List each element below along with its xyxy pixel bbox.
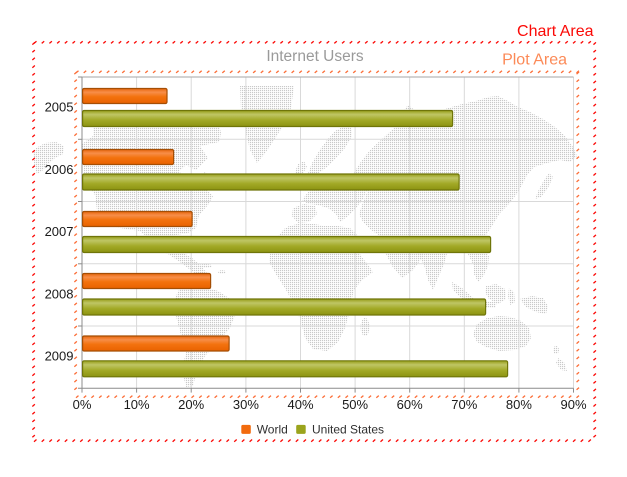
svg-text:90%: 90% [560, 397, 586, 412]
svg-text:2006: 2006 [45, 162, 74, 177]
svg-text:60%: 60% [397, 397, 423, 412]
svg-text:Internet Users: Internet Users [266, 48, 364, 65]
svg-text:2009: 2009 [45, 349, 74, 364]
svg-text:2005: 2005 [45, 100, 74, 115]
svg-text:20%: 20% [178, 397, 204, 412]
svg-text:30%: 30% [233, 397, 259, 412]
svg-text:World: World [257, 422, 288, 436]
svg-text:40%: 40% [287, 397, 313, 412]
svg-text:2007: 2007 [45, 224, 74, 239]
svg-text:80%: 80% [506, 397, 532, 412]
svg-text:2008: 2008 [45, 286, 74, 301]
svg-text:United States: United States [312, 422, 384, 436]
svg-text:70%: 70% [451, 397, 477, 412]
svg-text:50%: 50% [342, 397, 368, 412]
svg-text:10%: 10% [124, 397, 150, 412]
svg-text:0%: 0% [73, 397, 92, 412]
svg-text:Plot Area: Plot Area [502, 52, 567, 69]
svg-text:Chart Area: Chart Area [517, 23, 594, 40]
